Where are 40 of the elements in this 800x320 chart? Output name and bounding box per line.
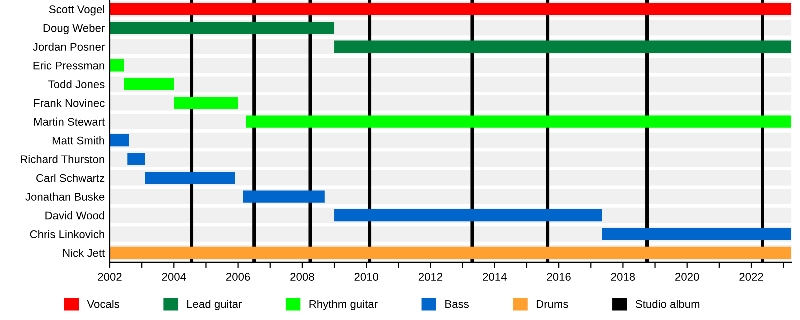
x-tick-label: 2022 xyxy=(740,273,764,281)
y-tick-label: Matt Smith xyxy=(52,136,104,145)
x-tick-label: 2020 xyxy=(676,273,700,281)
legend-label: Rhythm guitar xyxy=(310,300,378,310)
x-tick-label: 2014 xyxy=(483,273,507,281)
x-tick-label: 2012 xyxy=(418,273,443,281)
y-tick-label: Doug Weber xyxy=(44,24,105,34)
bar xyxy=(110,22,335,34)
legend-label: Lead guitar xyxy=(188,300,242,310)
bar xyxy=(243,190,325,203)
legend-label: Drums xyxy=(536,300,568,308)
x-tick-label: 2006 xyxy=(226,273,250,281)
y-tick-label: Chris Linkovich xyxy=(30,230,104,238)
bar xyxy=(174,96,238,110)
bar xyxy=(110,60,124,72)
y-tick-label: Jonathan Buske xyxy=(26,192,105,201)
x-tick-label: 2016 xyxy=(547,273,571,281)
y-tick-label: David Wood xyxy=(46,212,104,220)
bar xyxy=(124,78,174,90)
bar xyxy=(602,228,792,240)
legend-label: Vocals xyxy=(87,300,120,308)
y-tick-label: Frank Novinec xyxy=(34,99,105,108)
x-tick-label: 2008 xyxy=(290,273,314,281)
y-tick-label: Martin Stewart xyxy=(34,118,106,126)
bar xyxy=(128,153,146,166)
x-tick-label: 2004 xyxy=(162,273,186,281)
x-tick-label: 2002 xyxy=(98,273,122,281)
y-tick-label: Richard Thurston xyxy=(21,155,104,164)
y-tick-label: Jordan Posner xyxy=(33,42,105,51)
x-tick-label: 2018 xyxy=(611,273,636,281)
x-tick-label: 2010 xyxy=(354,273,379,281)
bar xyxy=(145,172,236,184)
y-tick-label: Todd Jones xyxy=(48,80,105,88)
y-tick-label: Eric Pressman xyxy=(34,62,104,70)
bar xyxy=(110,134,130,147)
legend-label: Studio album xyxy=(636,300,700,308)
y-tick-label: Scott Vogel xyxy=(49,5,104,16)
y-tick-label: Nick Jett xyxy=(63,249,106,258)
y-tick-label: Carl Schwartz xyxy=(36,174,105,182)
legend-label: Bass xyxy=(446,300,469,308)
